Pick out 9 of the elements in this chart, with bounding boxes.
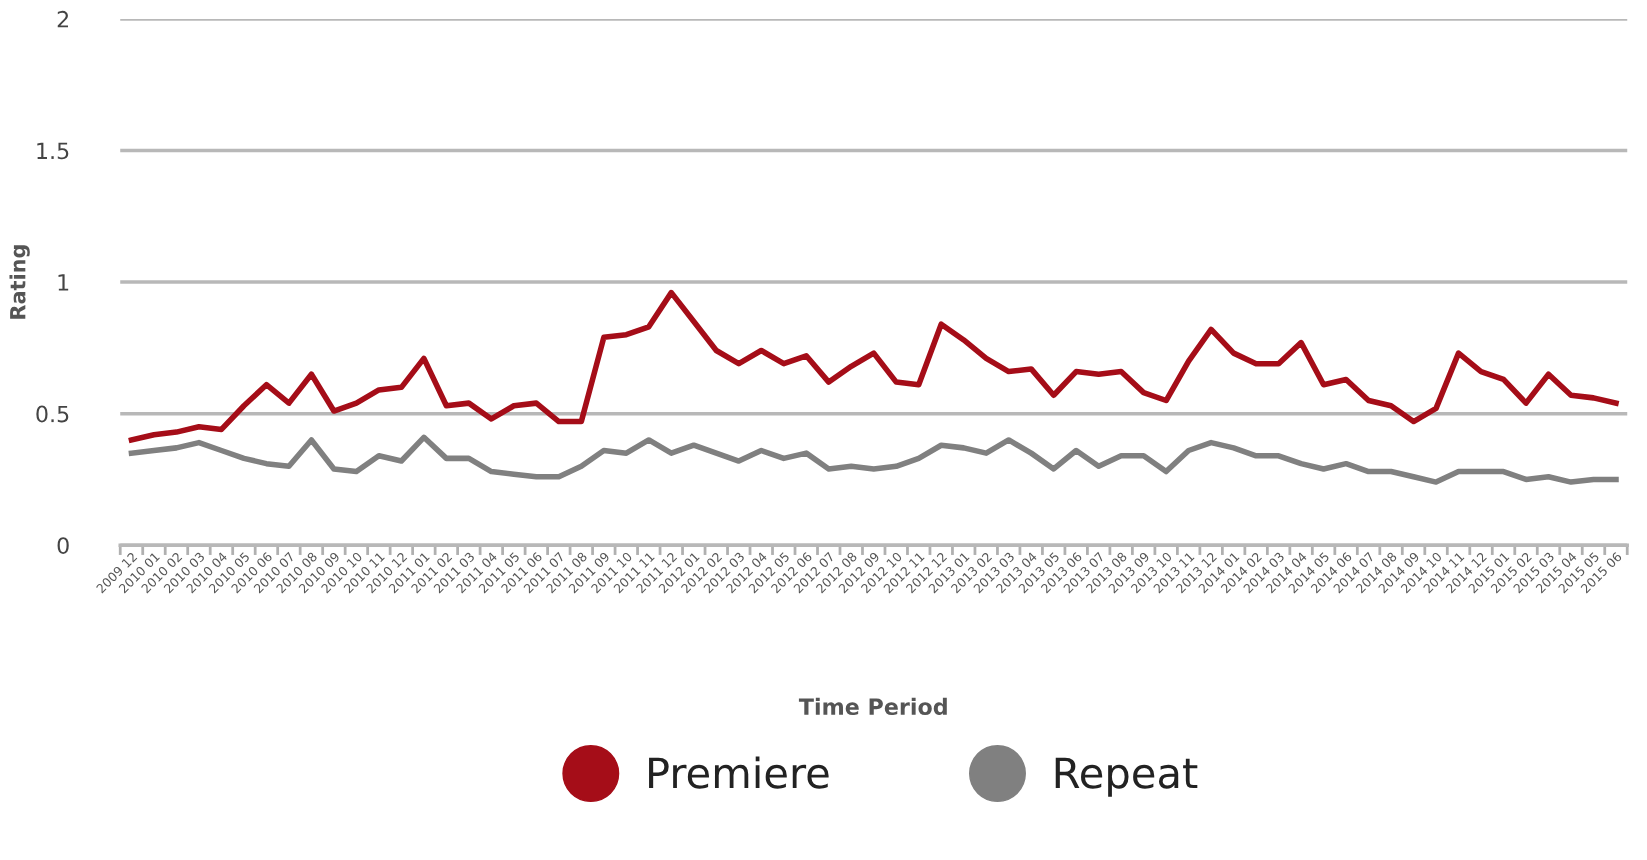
y-tick-label: 1 — [58, 274, 69, 291]
x-axis-title: Time Period — [798, 697, 947, 716]
y-tick-label: 2 — [57, 10, 69, 28]
y-tick-label: 0.5 — [36, 405, 69, 423]
y-tick-label: 0 — [57, 537, 69, 554]
legend-label: Repeat — [1055, 757, 1198, 797]
y-axis-title: Rating — [9, 245, 30, 319]
y-tick-label: 1.5 — [37, 142, 69, 160]
legend-label: Premiere — [649, 756, 829, 789]
